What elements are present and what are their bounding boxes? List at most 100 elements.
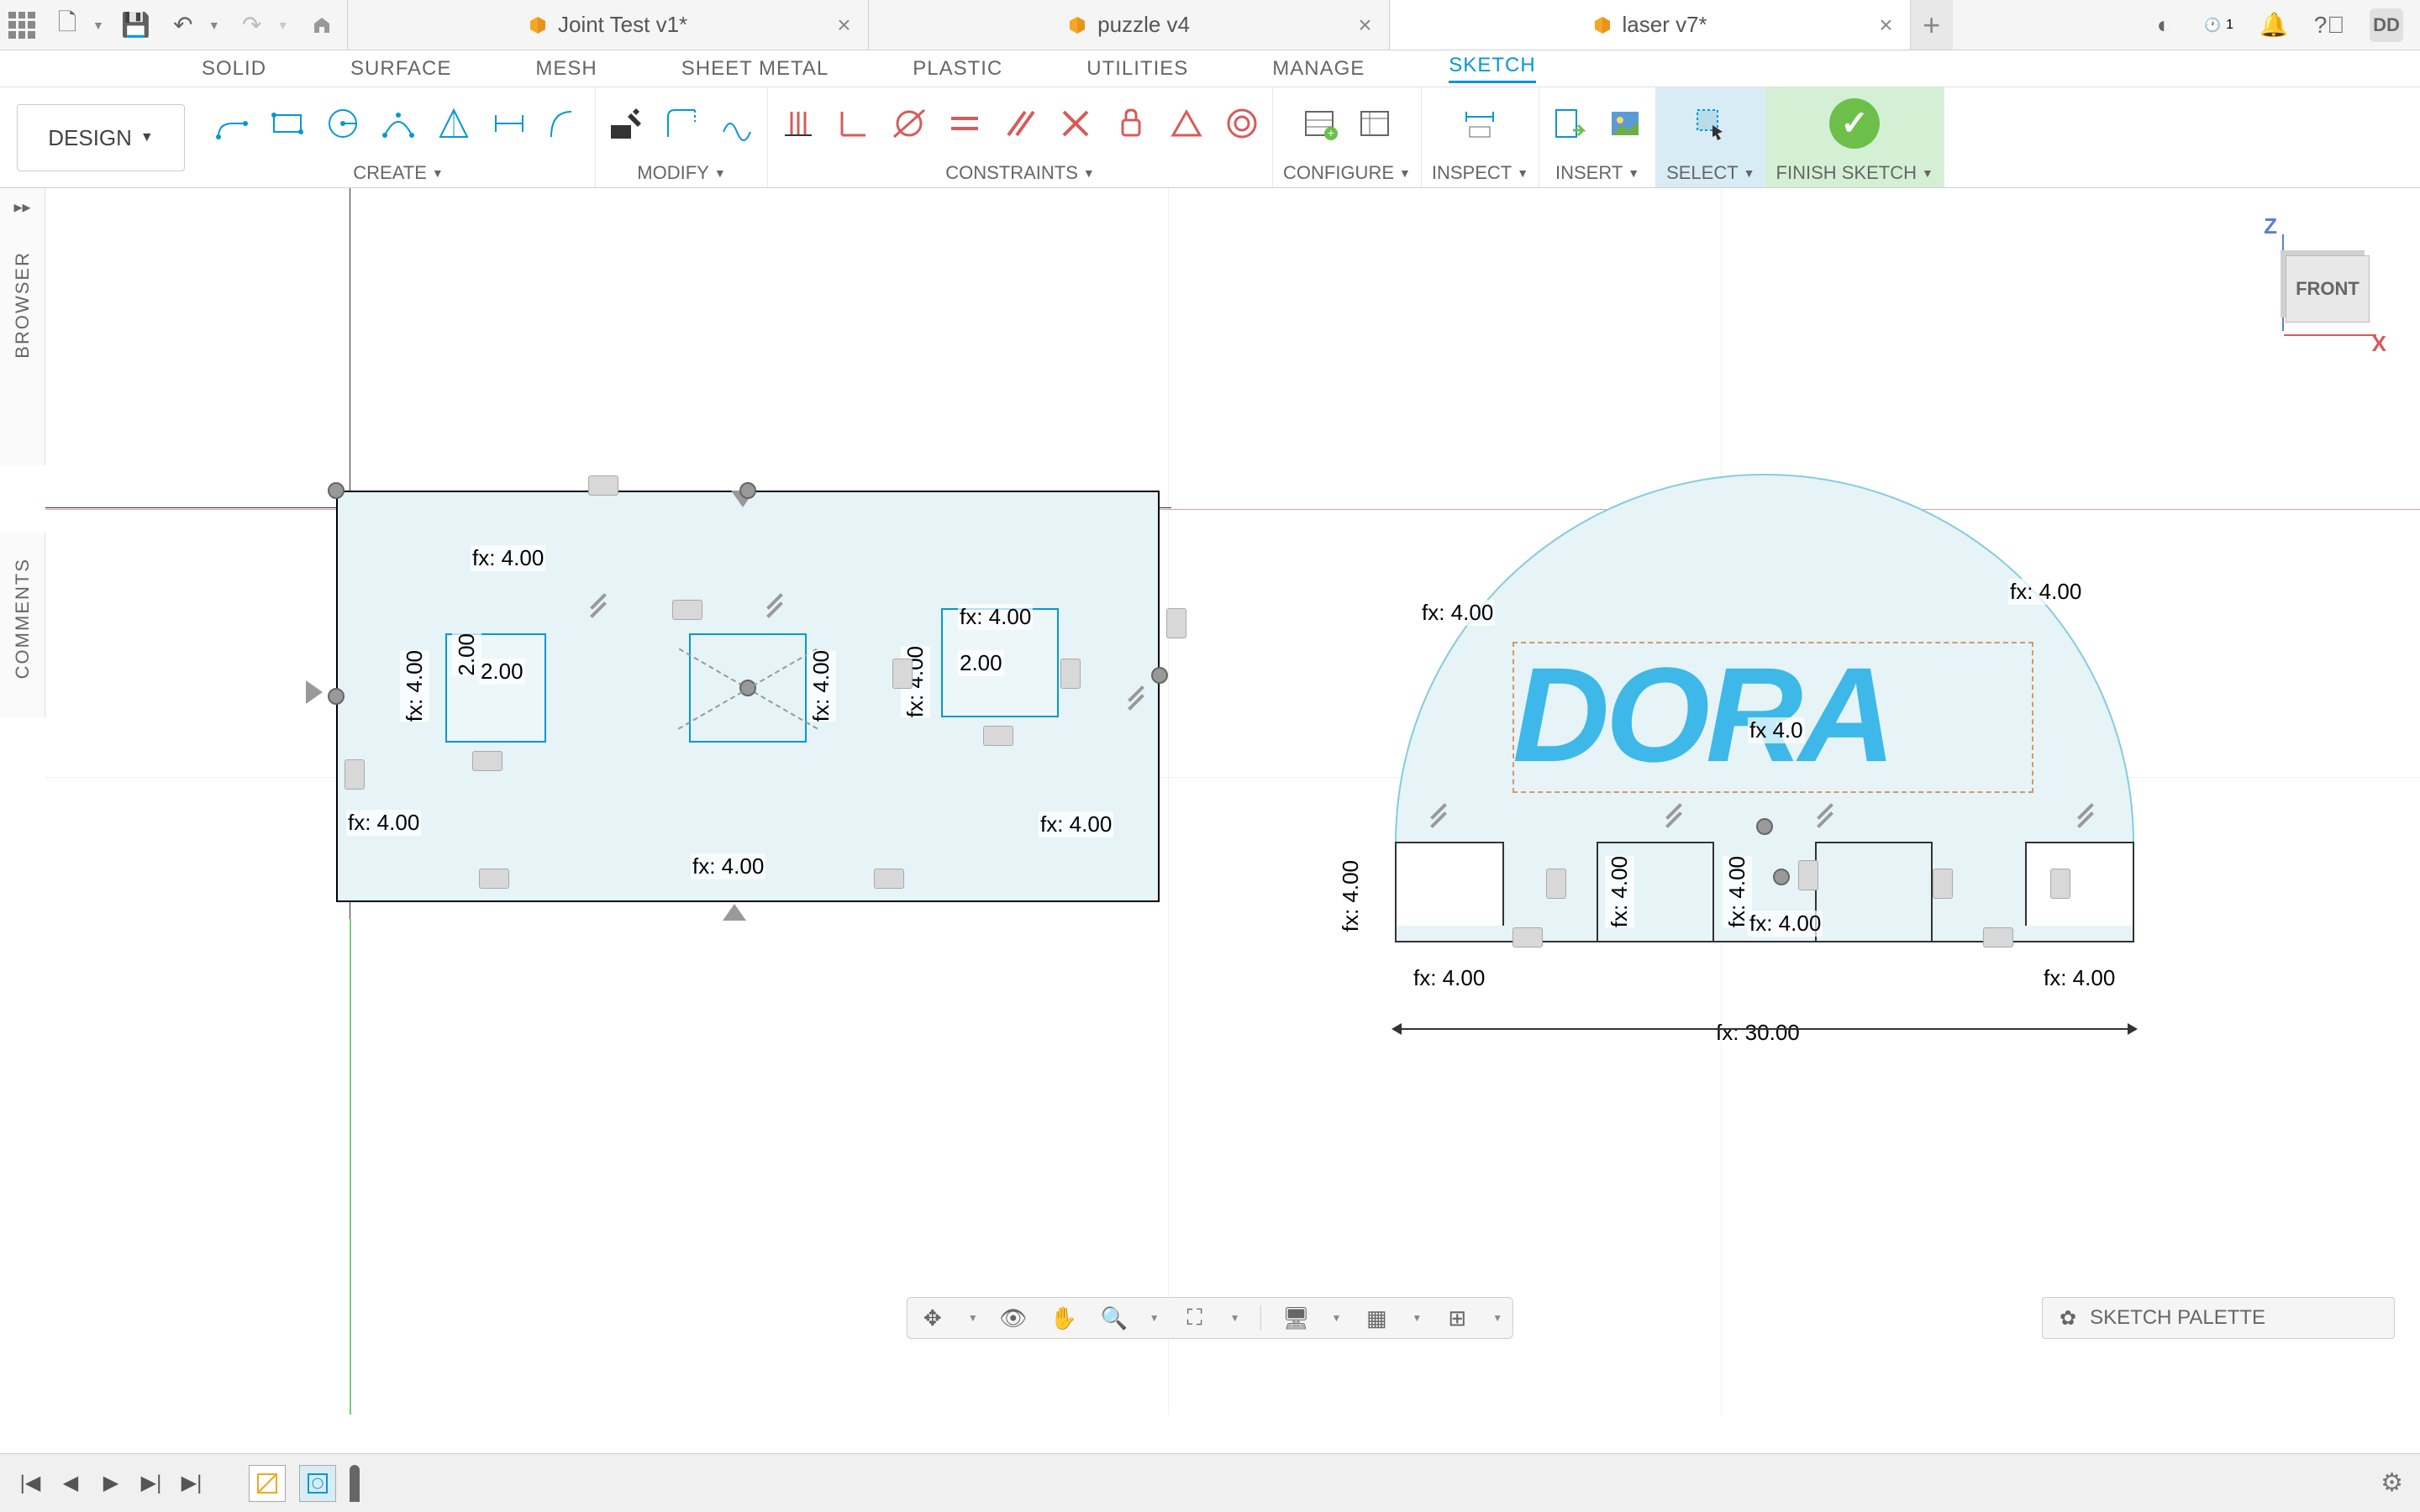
center-point[interactable] [1756,818,1773,835]
select-tool-icon[interactable] [1691,103,1731,144]
modify-label[interactable]: MODIFY▼ [637,162,725,184]
sketch-point[interactable] [1151,667,1168,684]
zoom-icon[interactable]: 🔍 [1099,1303,1129,1333]
constraint-glyph[interactable] [1983,927,2013,948]
circle-tool-icon[interactable] [323,103,363,144]
timeline-feature-sketch[interactable] [299,1465,336,1502]
inspect-label[interactable]: INSPECT▼ [1432,162,1528,184]
constraint-glyph[interactable] [1512,927,1543,948]
line-tool-icon[interactable] [212,103,252,144]
dimension-label[interactable]: fx: 4.00 [1605,856,1634,927]
parallel-constraint-glyph[interactable] [1815,810,1840,835]
dimension-label[interactable]: fx: 4.00 [2042,965,2117,991]
close-tab-icon[interactable]: × [1358,12,1371,39]
fit-icon[interactable]: ⛶ [1180,1303,1210,1333]
tab-sketch[interactable]: SKETCH [1449,54,1535,83]
perpendicular-constraint-icon[interactable] [1055,103,1096,144]
help-icon[interactable]: ?⃝ [2314,10,2344,40]
viewcube[interactable]: Z FRONT X [2252,205,2386,339]
notifications-icon[interactable]: 🔔 [2259,10,2289,40]
display-settings-icon[interactable]: 🖥 [1281,1303,1312,1333]
constraint-glyph[interactable] [345,759,365,790]
select-label[interactable]: SELECT▼ [1666,162,1754,184]
finger-tab[interactable] [1815,842,1933,942]
grid-settings-icon[interactable]: ▦ [1361,1303,1392,1333]
parallel-constraint-icon[interactable] [1000,103,1040,144]
close-tab-icon[interactable]: × [837,12,850,39]
viewcube-front-face[interactable]: FRONT [2286,255,2370,323]
doc-tab-joint-test[interactable]: Joint Test v1* × [348,0,869,50]
timeline-start-icon[interactable]: |◀ [17,1470,44,1497]
trim-tool-icon[interactable] [661,103,702,144]
configure-label[interactable]: CONFIGURE▼ [1283,162,1411,184]
center-point[interactable] [739,680,756,696]
pan-icon[interactable]: ✋ [1049,1303,1079,1333]
constraint-glyph[interactable] [1166,608,1186,638]
sketch-slot-diag[interactable] [689,633,807,743]
constraints-label[interactable]: CONSTRAINTS▼ [945,162,1095,184]
finger-slot[interactable] [1395,842,1504,926]
constraint-glyph[interactable] [983,726,1013,746]
insert-image-icon[interactable] [1605,103,1645,144]
arc-tool-icon[interactable] [378,103,418,144]
constraint-glyph[interactable] [1060,659,1081,689]
constraint-glyph[interactable] [1546,869,1566,899]
parallel-constraint-glyph[interactable] [1126,692,1151,717]
timeline-playhead[interactable] [350,1465,360,1502]
tab-surface[interactable]: SURFACE [350,57,451,81]
doc-tab-puzzle[interactable]: puzzle v4 × [869,0,1390,50]
configure-manage-icon[interactable] [1355,103,1395,144]
insert-label[interactable]: INSERT▼ [1555,162,1639,184]
expand-browser-icon[interactable]: ▸▸ [5,188,39,226]
dimension-label[interactable]: 2.00 [452,633,481,676]
timeline-next-icon[interactable]: ▶| [138,1470,165,1497]
save-icon[interactable]: 💾 [121,10,151,40]
finger-slot[interactable] [2025,842,2134,926]
parallel-constraint-glyph[interactable] [1428,810,1454,835]
concentric-constraint-icon[interactable] [1222,103,1262,144]
parallel-constraint-glyph[interactable] [1664,810,1689,835]
dimension-label[interactable]: fx: 4.00 [400,650,429,722]
finish-sketch-button[interactable]: ✓ [1829,98,1880,149]
job-status[interactable]: 🕐 1 [2204,17,2233,34]
fix-constraint-icon[interactable] [1111,103,1151,144]
home-tab[interactable] [297,0,348,50]
doc-tab-laser[interactable]: laser v7* × [1390,0,1911,50]
dimension-label[interactable]: fx: 4.00 [1748,911,1823,937]
spline-tool-icon[interactable] [544,103,585,144]
file-icon[interactable]: 🗋 [52,10,82,40]
undo-icon[interactable]: ↶ [168,10,198,40]
constraint-glyph[interactable] [874,869,904,889]
extend-tool-icon[interactable] [717,103,757,144]
fillet-tool-icon[interactable] [606,103,646,144]
undo-dropdown-icon[interactable]: ▼ [208,18,220,32]
extensions-icon[interactable]: ◐ [2149,10,2179,40]
palette-expand-icon[interactable]: ✿ [2060,1306,2076,1331]
tab-plastic[interactable]: PLASTIC [913,57,1002,81]
parallel-constraint-glyph[interactable] [765,600,790,625]
finish-label[interactable]: FINISH SKETCH▼ [1776,162,1933,184]
tab-solid[interactable]: SOLID [202,57,266,81]
timeline-end-icon[interactable]: ▶| [178,1470,205,1497]
redo-dropdown-icon[interactable]: ▼ [277,18,289,32]
sketch-text-dora[interactable]: DORA [1512,638,1891,792]
tab-manage[interactable]: MANAGE [1272,57,1365,81]
create-label[interactable]: CREATE▼ [353,162,443,184]
constraint-glyph[interactable] [2050,869,2070,899]
measure-tool-icon[interactable] [1460,103,1500,144]
constraint-glyph[interactable] [472,751,502,771]
close-tab-icon[interactable]: × [1879,12,1892,39]
configure-table-icon[interactable]: + [1299,103,1339,144]
parallel-constraint-glyph[interactable] [2075,810,2101,835]
dimension-label[interactable]: fx: 30.00 [1714,1020,1802,1046]
parallel-constraint-glyph[interactable] [588,600,613,625]
insert-svg-icon[interactable] [1549,103,1590,144]
constraint-glyph[interactable] [1798,860,1818,890]
dimension-label[interactable]: fx: 4.00 [1420,600,1495,626]
dimension-label[interactable]: fx: 4.00 [471,545,545,571]
horizontal-constraint-icon[interactable] [778,103,818,144]
canvas[interactable]: ▸▸ BROWSER COMMENTS fx: 4.00 fx: 4.00 2.… [0,188,2420,1415]
dimension-label[interactable]: fx 4.0 [1748,717,1805,743]
timeline-feature-sketch[interactable] [249,1465,286,1502]
tab-mesh[interactable]: MESH [535,57,597,81]
